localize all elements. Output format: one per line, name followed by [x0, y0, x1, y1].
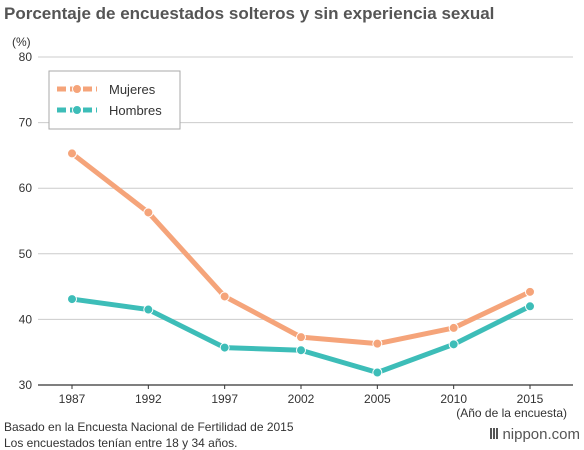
data-point-hombres-2005	[372, 367, 383, 378]
y-axis-unit-label: (%)	[12, 35, 31, 49]
data-point-mujeres-2010	[448, 322, 459, 333]
data-point-hombres-2010	[448, 339, 459, 350]
x-tick-label: 1992	[135, 392, 162, 406]
legend-marker-hombres	[72, 105, 82, 115]
legend-box	[48, 70, 181, 130]
x-tick-label: 1997	[211, 392, 238, 406]
y-tick-label: 30	[19, 378, 33, 392]
data-point-mujeres-1997	[219, 291, 230, 302]
line-chart: 30 40 50 60 70 80(%) 1987 1992 1997 2002 2005 2010 2…	[12, 35, 573, 420]
data-point-mujeres-2005	[372, 338, 383, 349]
series-line-mujeres	[69, 150, 533, 347]
data-point-hombres-2002	[296, 345, 306, 356]
footnote-age-range: Los encuestados tenían entre 18 y 34 año…	[4, 436, 238, 450]
data-point-hombres-1997	[219, 342, 230, 353]
legend-label-hombres: Hombres	[109, 103, 162, 118]
chart-title: Porcentaje de encuestados solteros y sin…	[4, 4, 495, 23]
x-tick-label: 2010	[440, 392, 467, 406]
data-point-mujeres-2015	[525, 286, 535, 297]
data-point-hombres-2015	[525, 301, 535, 312]
x-tick-label: 2005	[364, 392, 391, 406]
data-point-hombres-1987	[67, 294, 77, 305]
data-point-mujeres-2002	[296, 332, 306, 343]
y-tick-label: 80	[19, 50, 33, 64]
y-tick-label: 50	[19, 247, 33, 261]
x-tick-label: 1987	[59, 392, 86, 406]
data-point-mujeres-1987	[67, 148, 77, 159]
legend-marker-mujeres	[72, 84, 82, 94]
x-tick-label: 2002	[288, 392, 315, 406]
footnote-source: Basado en la Encuesta Nacional de Fertil…	[4, 420, 294, 434]
data-point-hombres-1992	[143, 304, 154, 315]
y-tick-label: 70	[19, 116, 33, 130]
brand-logo: nippon.com	[490, 426, 580, 443]
series-lines	[67, 148, 535, 378]
y-tick-label: 40	[19, 312, 33, 326]
brand-text: nippon.com	[502, 426, 580, 443]
legend: Mujeres Hombres	[48, 70, 181, 130]
data-point-mujeres-1992	[143, 207, 154, 218]
legend-label-mujeres: Mujeres	[109, 82, 156, 97]
y-tick-label: 60	[19, 181, 33, 195]
axes: 30 40 50 60 70 80(%) 1987 1992 1997 2002 2005 2010 2…	[12, 35, 573, 420]
x-tick-label: 2015	[517, 392, 544, 406]
grid-lines	[38, 56, 573, 320]
brand-bars-icon	[490, 426, 499, 443]
x-axis-label: (Año de la encuesta)	[456, 406, 567, 420]
